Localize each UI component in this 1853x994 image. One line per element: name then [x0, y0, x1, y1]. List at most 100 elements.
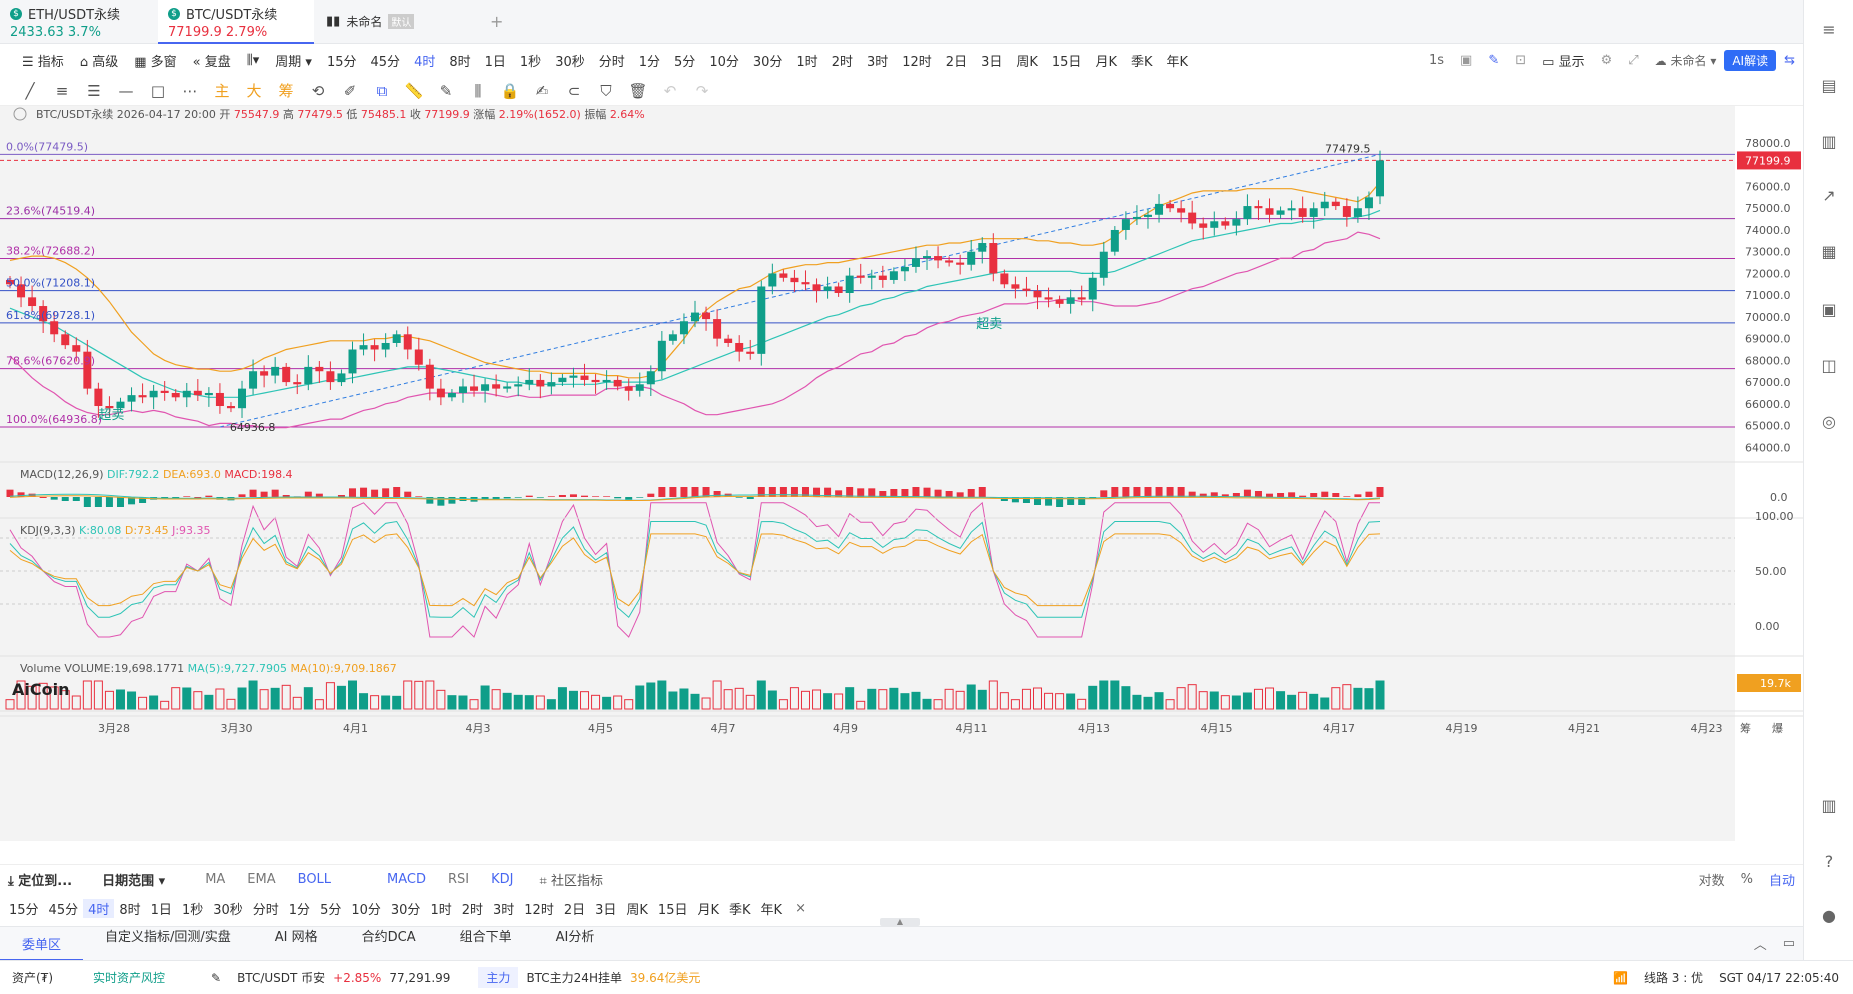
- sync-icon[interactable]: ⟲: [311, 81, 325, 100]
- locate-button[interactable]: ⤓ 定位到...: [8, 874, 73, 889]
- display-button[interactable]: ▭ 显示: [1542, 54, 1585, 70]
- collapse-icon[interactable]: ︿: [1753, 938, 1767, 953]
- interval-18[interactable]: 周K: [1016, 54, 1038, 70]
- bottom-interval-8[interactable]: 1分: [288, 902, 311, 918]
- bottom-interval-11[interactable]: 30分: [390, 902, 421, 918]
- ind-rsi[interactable]: RSI: [448, 872, 470, 887]
- trend-icon[interactable]: ↗: [1822, 186, 1836, 205]
- interval-1[interactable]: 45分: [370, 54, 401, 70]
- eraser-icon[interactable]: ✐: [343, 81, 357, 100]
- doc-icon[interactable]: ▤: [1821, 76, 1837, 95]
- replay-button[interactable]: « 复盘: [192, 54, 231, 70]
- chips-toggle[interactable]: 筹: [278, 82, 294, 100]
- panel-tab-3[interactable]: 合约DCA: [361, 930, 416, 945]
- copy-icon[interactable]: ⧉: [376, 81, 388, 100]
- bottom-interval-6[interactable]: 30秒: [213, 902, 243, 918]
- settings-icon[interactable]: ⚙: [1600, 52, 1613, 68]
- order-icon[interactable]: ▥: [1821, 132, 1837, 151]
- bottom-interval-21[interactable]: 季K: [729, 902, 751, 918]
- interval-20[interactable]: 月K: [1095, 54, 1117, 70]
- fullscreen-icon[interactable]: ⤢: [1628, 52, 1639, 68]
- tab-untitled[interactable]: ▮▮ 未命名 默认: [316, 0, 476, 44]
- rect-tool-icon[interactable]: □: [150, 81, 166, 100]
- interval-4[interactable]: 1日: [484, 54, 506, 70]
- interval-19[interactable]: 15日: [1051, 54, 1082, 70]
- lock-icon[interactable]: 🔒: [500, 81, 520, 100]
- bottom-interval-2[interactable]: 4时: [83, 898, 115, 918]
- bottom-interval-1[interactable]: 45分: [48, 902, 79, 918]
- layout-icon[interactable]: ▥: [1821, 796, 1837, 815]
- news-icon[interactable]: ▣: [1821, 300, 1837, 319]
- bottom-interval-0[interactable]: 15分: [9, 902, 39, 918]
- large-order-toggle[interactable]: 大: [246, 82, 262, 100]
- percent-toggle[interactable]: %: [1740, 872, 1753, 887]
- advanced-button[interactable]: ⌂ 高级: [79, 54, 119, 70]
- bottom-interval-13[interactable]: 2时: [461, 902, 483, 918]
- bottom-interval-20[interactable]: 月K: [697, 902, 719, 918]
- bottom-interval-19[interactable]: 15日: [657, 902, 688, 918]
- bottom-interval-18[interactable]: 周K: [626, 902, 648, 918]
- close-icon[interactable]: ×: [795, 900, 806, 916]
- interval-21[interactable]: 季K: [1130, 54, 1153, 70]
- indicator-button[interactable]: ☰ 指标: [22, 54, 64, 70]
- camera-icon[interactable]: ▣: [1460, 52, 1473, 68]
- interval-0[interactable]: 15分: [326, 54, 357, 70]
- chat-icon[interactable]: ●: [1822, 906, 1836, 925]
- bottom-interval-16[interactable]: 2日: [563, 902, 586, 918]
- main-force-toggle[interactable]: 主: [214, 82, 230, 100]
- ind-boll[interactable]: BOLL: [297, 872, 332, 887]
- price-chart[interactable]: 78000.077000.076000.075000.074000.073000…: [0, 106, 1803, 841]
- interval-3[interactable]: 8时: [449, 54, 471, 70]
- robot-icon[interactable]: ◫: [1821, 356, 1837, 375]
- date-range-button[interactable]: 日期范围 ▾: [102, 874, 166, 889]
- bottom-interval-4[interactable]: 1日: [150, 902, 172, 918]
- bottom-interval-17[interactable]: 3日: [595, 902, 617, 918]
- interval-14[interactable]: 3时: [866, 54, 889, 70]
- bottom-interval-7[interactable]: 分时: [252, 902, 279, 918]
- panel-tab-1[interactable]: 自定义指标/回测/实盘: [105, 930, 231, 945]
- undo-icon[interactable]: ↶: [663, 81, 677, 100]
- bookmark-icon[interactable]: ⊡: [1515, 52, 1527, 68]
- auto-toggle[interactable]: 自动: [1768, 874, 1795, 889]
- trash-icon[interactable]: 🗑: [628, 81, 648, 100]
- channel-tool-icon[interactable]: ☰: [87, 81, 101, 100]
- bottom-interval-10[interactable]: 10分: [351, 902, 381, 918]
- interval-8[interactable]: 1分: [638, 54, 661, 70]
- interval-15[interactable]: 12时: [902, 54, 932, 70]
- bottom-interval-14[interactable]: 3时: [493, 902, 515, 918]
- interval-17[interactable]: 3日: [981, 54, 1003, 70]
- ind-kdj[interactable]: KDJ: [491, 872, 514, 887]
- ind-ma[interactable]: MA: [205, 872, 226, 887]
- popout-icon[interactable]: ▭: [1782, 936, 1795, 951]
- multi-window-button[interactable]: ▦ 多窗: [134, 54, 177, 70]
- interval-12[interactable]: 1时: [796, 54, 818, 70]
- ind-ema[interactable]: EMA: [247, 872, 276, 887]
- share-icon[interactable]: ⇆: [1784, 52, 1795, 68]
- period-dropdown[interactable]: 周期 ▾: [275, 54, 312, 70]
- interval-5[interactable]: 1秒: [519, 54, 542, 70]
- log-toggle[interactable]: 对数: [1698, 874, 1725, 889]
- interval-10[interactable]: 10分: [709, 54, 739, 70]
- panel-tab-2[interactable]: AI 网格: [274, 930, 318, 945]
- bottom-interval-9[interactable]: 5分: [320, 902, 342, 918]
- target-icon[interactable]: ◎: [1822, 412, 1836, 431]
- line-status[interactable]: 线路 3 : 优: [1643, 971, 1704, 985]
- panel-tab-0[interactable]: 委单区: [0, 934, 84, 961]
- ray-tool-icon[interactable]: —: [118, 81, 134, 100]
- ai-interpret-button[interactable]: AI解读: [1724, 49, 1777, 71]
- redo-icon[interactable]: ↷: [695, 81, 709, 100]
- magnet-icon[interactable]: ⊂: [567, 81, 581, 100]
- community-indicator[interactable]: ⌗ 社区指标: [539, 874, 603, 889]
- line-tool-icon[interactable]: ╱: [25, 81, 35, 100]
- interval-11[interactable]: 30分: [752, 54, 783, 70]
- bottom-interval-15[interactable]: 12时: [524, 902, 554, 918]
- panel-tab-5[interactable]: AI分析: [555, 930, 595, 945]
- interval-6[interactable]: 30秒: [555, 54, 585, 70]
- template-dropdown[interactable]: ☁ 未命名 ▾: [1654, 53, 1717, 68]
- bottom-interval-12[interactable]: 1时: [430, 902, 452, 918]
- chart-type-icon[interactable]: ⫼▾: [246, 52, 260, 68]
- interval-13[interactable]: 2时: [831, 54, 853, 70]
- interval-2[interactable]: 4时: [414, 54, 436, 70]
- tab-eth[interactable]: $ ETH/USDT永续 2433.63 3.7%: [10, 7, 121, 40]
- pair-label[interactable]: BTC/USDT 币安: [237, 971, 326, 985]
